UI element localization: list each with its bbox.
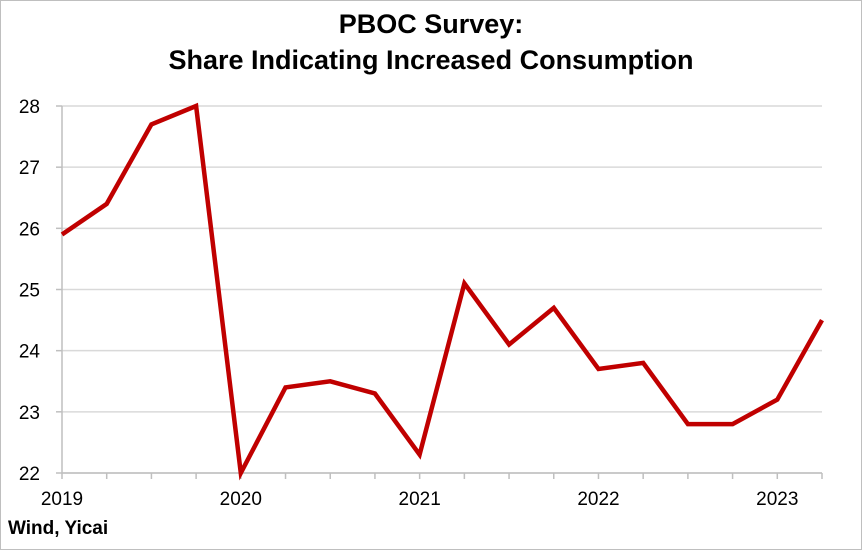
y-tick-label-25: 25 <box>19 281 40 302</box>
gridlines <box>56 105 822 474</box>
y-tick-label-23: 23 <box>19 403 40 424</box>
y-tick-labels: 22 23 24 25 26 27 28 <box>19 97 41 485</box>
y-tick-label-27: 27 <box>19 158 40 179</box>
chart-title-line-1: PBOC Survey: <box>338 9 524 39</box>
x-tick-labels: 2019 2020 2021 2022 2023 <box>41 489 799 510</box>
x-tick-label-2019: 2019 <box>41 489 83 510</box>
axes <box>61 106 823 479</box>
x-tick-label-2020: 2020 <box>220 489 262 510</box>
source-note: Wind, Yicai <box>8 518 109 539</box>
y-tick-label-24: 24 <box>19 342 41 363</box>
chart-title: PBOC Survey: Share Indicating Increased … <box>0 6 862 78</box>
x-tick-label-2022: 2022 <box>577 489 619 510</box>
y-tick-label-28: 28 <box>19 97 40 118</box>
series-lines <box>60 102 824 481</box>
y-tick-label-26: 26 <box>19 219 40 240</box>
series-line-0 <box>60 102 824 481</box>
x-tick-label-2023: 2023 <box>756 489 798 510</box>
x-tick-label-2021: 2021 <box>399 489 441 510</box>
chart-title-line-2: Share Indicating Increased Consumption <box>168 45 694 75</box>
y-tick-label-22: 22 <box>19 464 40 485</box>
